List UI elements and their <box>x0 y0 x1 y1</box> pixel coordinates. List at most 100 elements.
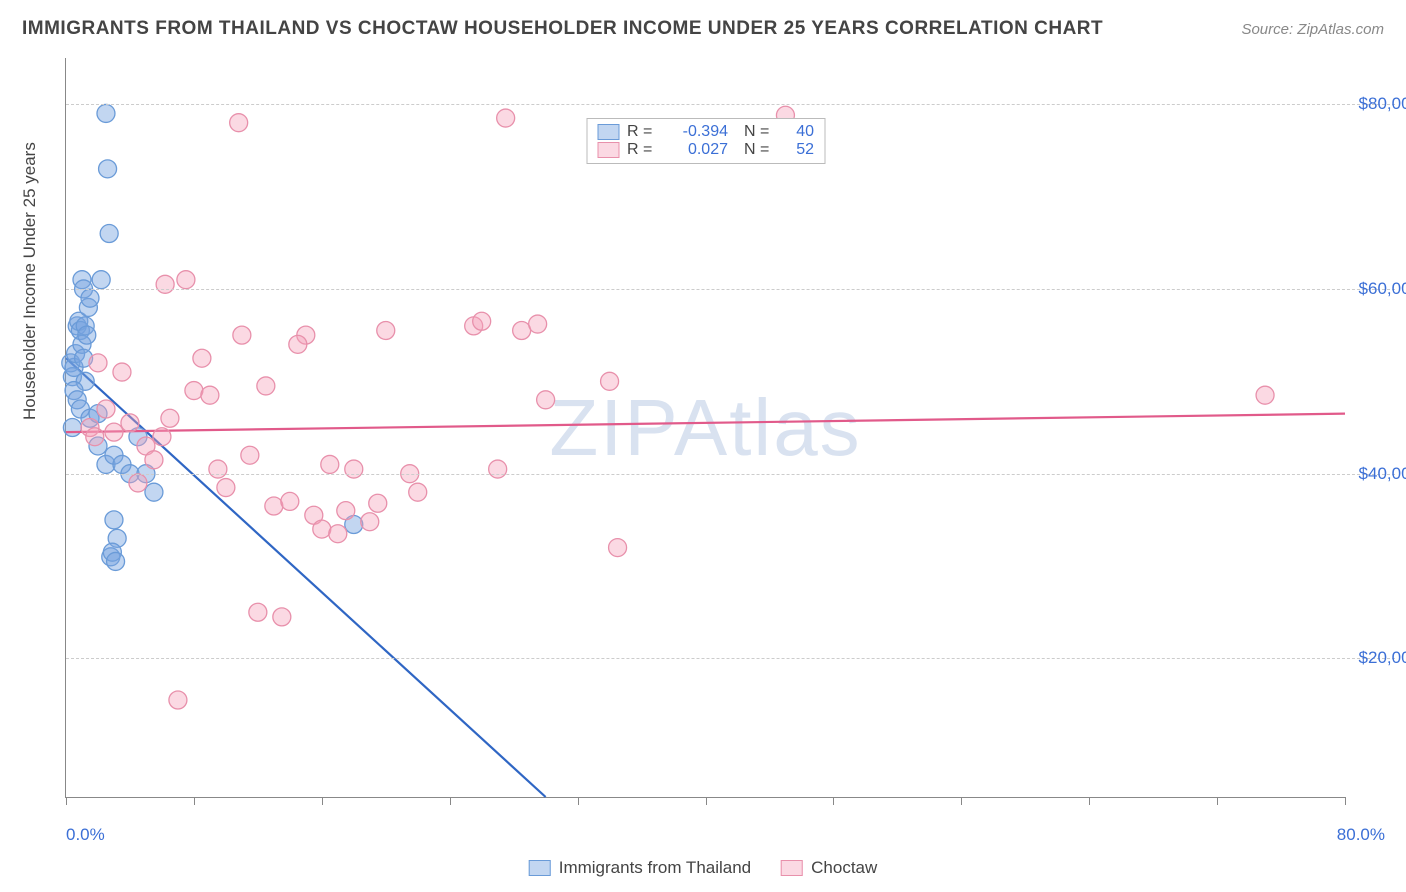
data-point <box>329 525 347 543</box>
r-label: R = <box>627 141 655 159</box>
data-point <box>161 409 179 427</box>
r-value: 0.027 <box>663 141 728 159</box>
data-point <box>321 455 339 473</box>
data-point <box>513 322 531 340</box>
series-legend: Immigrants from Thailand Choctaw <box>529 858 878 878</box>
chart-title: IMMIGRANTS FROM THAILAND VS CHOCTAW HOUS… <box>22 18 1103 40</box>
data-point <box>409 483 427 501</box>
correlation-legend: R = -0.394 N = 40 R = 0.027 N = 52 <box>586 118 825 164</box>
x-tick <box>450 797 451 805</box>
data-point <box>369 494 387 512</box>
y-tick-label: $40,000 <box>1359 464 1406 484</box>
data-point <box>97 400 115 418</box>
data-point <box>529 315 547 333</box>
data-point <box>289 335 307 353</box>
data-point <box>377 322 395 340</box>
legend-swatch <box>529 860 551 876</box>
x-tick <box>194 797 195 805</box>
data-point <box>241 446 259 464</box>
r-value: -0.394 <box>663 123 728 141</box>
data-point <box>273 608 291 626</box>
legend-row: R = 0.027 N = 52 <box>597 141 814 159</box>
y-tick-label: $80,000 <box>1359 94 1406 114</box>
x-tick <box>833 797 834 805</box>
data-point <box>193 349 211 367</box>
legend-item: Choctaw <box>781 858 877 878</box>
data-point <box>265 497 283 515</box>
data-point <box>230 114 248 132</box>
data-point <box>105 511 123 529</box>
data-point <box>233 326 251 344</box>
data-point <box>609 539 627 557</box>
x-max-label: 80.0% <box>1337 825 1385 845</box>
watermark: ZIPAtlas <box>549 382 861 474</box>
n-value: 52 <box>780 141 814 159</box>
n-label: N = <box>744 141 772 159</box>
legend-item: Immigrants from Thailand <box>529 858 751 878</box>
legend-label: Immigrants from Thailand <box>559 858 751 878</box>
data-point <box>92 271 110 289</box>
data-point <box>121 414 139 432</box>
n-label: N = <box>744 123 772 141</box>
data-point <box>86 428 104 446</box>
n-value: 40 <box>780 123 814 141</box>
x-tick <box>1089 797 1090 805</box>
x-tick <box>1345 797 1346 805</box>
legend-swatch <box>597 124 619 140</box>
data-point <box>497 109 515 127</box>
data-point <box>97 104 115 122</box>
x-tick <box>66 797 67 805</box>
x-tick <box>961 797 962 805</box>
trendline <box>66 414 1345 432</box>
data-point <box>129 474 147 492</box>
gridline-h <box>66 289 1395 290</box>
data-point <box>257 377 275 395</box>
data-point <box>153 428 171 446</box>
data-point <box>209 460 227 478</box>
y-axis-label: Householder Income Under 25 years <box>20 142 40 420</box>
gridline-h <box>66 658 1395 659</box>
data-point <box>313 520 331 538</box>
legend-row: R = -0.394 N = 40 <box>597 123 814 141</box>
data-point <box>89 354 107 372</box>
legend-swatch <box>597 142 619 158</box>
x-min-label: 0.0% <box>66 825 105 845</box>
chart-header: IMMIGRANTS FROM THAILAND VS CHOCTAW HOUS… <box>22 18 1384 40</box>
gridline-h <box>66 104 1395 105</box>
legend-swatch <box>781 860 803 876</box>
data-point <box>361 513 379 531</box>
data-point <box>156 275 174 293</box>
data-point <box>105 423 123 441</box>
y-tick-label: $60,000 <box>1359 279 1406 299</box>
data-point <box>249 603 267 621</box>
data-point <box>145 451 163 469</box>
data-point <box>185 382 203 400</box>
legend-label: Choctaw <box>811 858 877 878</box>
data-point <box>145 483 163 501</box>
data-point <box>78 326 96 344</box>
data-point <box>169 691 187 709</box>
chart-source: Source: ZipAtlas.com <box>1241 21 1384 38</box>
data-point <box>473 312 491 330</box>
data-point <box>281 492 299 510</box>
data-point <box>489 460 507 478</box>
y-tick-label: $20,000 <box>1359 648 1406 668</box>
scatter-svg <box>66 58 366 208</box>
data-point <box>177 271 195 289</box>
data-point <box>345 460 363 478</box>
data-point <box>107 552 125 570</box>
data-point <box>217 479 235 497</box>
data-point <box>63 419 81 437</box>
r-label: R = <box>627 123 655 141</box>
data-point <box>81 289 99 307</box>
plot-area: ZIPAtlas R =-0.394N =40R =0.027N =52 $20… <box>65 58 1345 798</box>
data-point <box>601 372 619 390</box>
data-point <box>113 363 131 381</box>
gridline-h <box>66 474 1395 475</box>
data-point <box>1256 386 1274 404</box>
x-tick <box>706 797 707 805</box>
x-tick <box>1217 797 1218 805</box>
data-point <box>100 225 118 243</box>
data-point <box>201 386 219 404</box>
data-point <box>537 391 555 409</box>
